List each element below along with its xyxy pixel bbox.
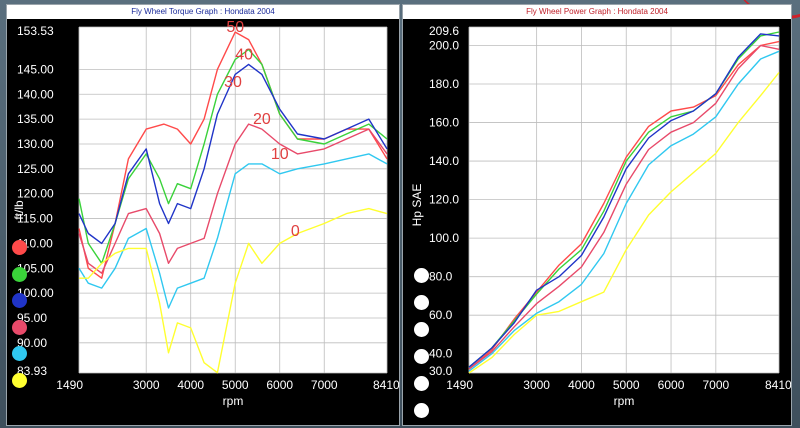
y-tick-label: 140.00: [17, 87, 54, 101]
legend-swatch: [12, 266, 27, 282]
legend-dot: [414, 295, 429, 310]
y-tick-label: 180.0: [429, 77, 459, 91]
y-tick-label: 145.00: [17, 62, 54, 76]
y-tick-label: 115.00: [17, 212, 53, 226]
series-line-10: [78, 153, 388, 309]
legend-dot: [414, 322, 429, 337]
series-line-30: [78, 63, 388, 245]
series-line-50: [468, 40, 780, 370]
legend-swatch: [12, 319, 27, 335]
y-tick-label: 30.0: [429, 364, 453, 378]
x-tick-label: 4000: [177, 378, 204, 392]
x-tick-label: 3000: [133, 378, 160, 392]
x-axis-label: rpm: [223, 394, 244, 408]
x-tick-label: 6000: [658, 378, 685, 392]
y-tick-label: 120.0: [429, 193, 459, 207]
x-tick-label: 4000: [568, 378, 595, 392]
grid: [468, 26, 780, 374]
series-line-10: [468, 50, 780, 372]
torque-graph-panel: Fly Wheel Torque Graph : Hondata 2004 50…: [6, 4, 400, 426]
y-tick-label: 140.0: [429, 154, 459, 168]
annotation-30: 30: [224, 74, 242, 91]
series-line-20: [468, 44, 780, 370]
annotation-0: 0: [291, 223, 300, 240]
x-tick-label: 7000: [702, 378, 729, 392]
annotation-20: 20: [253, 111, 271, 128]
x-tick-label: 8410: [765, 378, 791, 392]
y-tick-label: 90.00: [17, 336, 47, 350]
y-tick-label: 130.00: [17, 137, 54, 151]
x-tick-label: 1490: [56, 378, 83, 392]
x-axis-label: rpm: [614, 394, 635, 408]
legend-dot: [414, 349, 429, 364]
x-tick-label: 5000: [222, 378, 249, 392]
legend-swatch: [12, 372, 27, 388]
x-tick-label: 5000: [613, 378, 640, 392]
y-tick-label: 100.0: [429, 231, 459, 245]
power-graph-panel: Fly Wheel Power Graph : Hondata 2004 209…: [402, 4, 792, 426]
series-line-0: [468, 72, 780, 374]
power-graph-title: Fly Wheel Power Graph : Hondata 2004: [403, 5, 791, 19]
torque-chart: 50 40 30 20 10 0 153.53 145.00 140.00 135.00 130.0…: [12, 19, 399, 408]
annotation-40: 40: [235, 46, 253, 63]
legend-swatch: [12, 346, 27, 361]
grid: [78, 26, 388, 374]
x-tick-label: 1490: [446, 378, 473, 392]
legend-swatch: [12, 240, 27, 255]
y-tick-label: 120.00: [17, 187, 54, 201]
y-axis-label: ft/lb: [12, 200, 26, 220]
x-tick-label: 7000: [311, 378, 338, 392]
x-tick-label: 6000: [266, 378, 293, 392]
plot-area: [79, 27, 387, 373]
series-line-20: [78, 123, 388, 274]
annotation-50: 50: [226, 19, 244, 36]
y-tick-label: 125.00: [17, 162, 54, 176]
series-line-30: [468, 33, 780, 368]
y-tick-label: 160.0: [429, 116, 459, 130]
y-tick-label: 153.53: [17, 24, 54, 38]
y-tick-label: 209.6: [429, 24, 459, 38]
x-tick-label: 8410: [373, 378, 399, 392]
y-tick-label: 200.0: [429, 38, 459, 52]
legend-dot: [414, 376, 429, 391]
y-tick-label: 135.00: [17, 112, 54, 126]
x-tick-label: 3000: [523, 378, 550, 392]
y-tick-label: 80.0: [429, 270, 453, 284]
series-line-0: [79, 207, 388, 374]
annotation-10: 10: [271, 146, 289, 163]
y-tick-label: 40.0: [429, 347, 453, 361]
y-axis-label: Hp SAE: [410, 184, 424, 227]
legend-dot: [414, 268, 429, 283]
legend-swatch: [12, 293, 27, 308]
torque-graph-title: Fly Wheel Torque Graph : Hondata 2004: [7, 5, 399, 19]
y-tick-label: 60.0: [429, 308, 453, 322]
legend-dot: [414, 403, 429, 418]
